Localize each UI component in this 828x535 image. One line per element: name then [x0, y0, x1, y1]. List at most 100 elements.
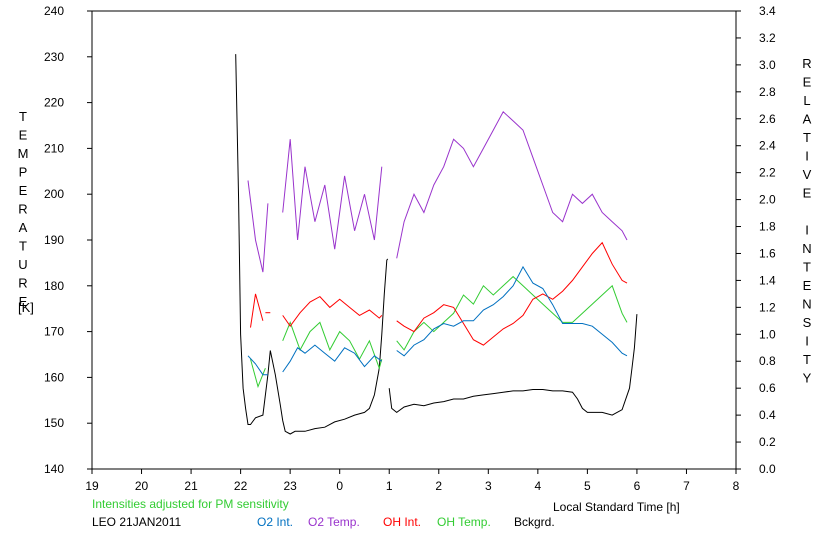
y-right-tick-label: 2.2 [759, 166, 776, 180]
legend-item-o2-temp: O2 Temp. [308, 515, 360, 529]
x-tick-label: 23 [283, 479, 297, 493]
series-line-bckgrd [235, 54, 389, 435]
x-tick-label: 7 [683, 479, 690, 493]
y-axis-left-letter: A [19, 220, 28, 235]
series-line-oh-temp [250, 358, 266, 389]
y-axis-left-letter: T [19, 109, 27, 124]
plot-area [235, 54, 638, 435]
y-right-tick-label: 2.6 [759, 112, 776, 126]
y-axis-left-unit: [K] [18, 300, 34, 315]
y-axis-right-letter: E [803, 278, 812, 293]
y-left-tick-label: 200 [44, 187, 64, 201]
y-axis-left-letter: E [19, 294, 28, 309]
y-right-tick-label: 0.4 [759, 408, 776, 422]
series-line-o2-int [282, 344, 383, 373]
y-axis-right-letter: V [803, 167, 812, 182]
x-tick-label: 8 [733, 479, 740, 493]
series-line-oh-int [282, 295, 383, 328]
x-tick-label: 22 [234, 479, 248, 493]
x-tick-label: 1 [386, 479, 393, 493]
y-axis-left-letter: R [18, 276, 27, 291]
legend-item-o2-int: O2 Int. [257, 515, 293, 529]
series-line-o2-temp [247, 180, 269, 273]
series-line-oh-temp [396, 275, 628, 351]
chart-caption: LEO 21JAN2011 [92, 515, 181, 529]
y-right-tick-label: 2.4 [759, 139, 776, 153]
y-left-tick-label: 230 [44, 50, 64, 64]
y-axis-left-letter: T [19, 239, 27, 254]
x-axis-label: Local Standard Time [h] [553, 500, 680, 514]
y-right-tick-label: 1.4 [759, 273, 776, 287]
y-axis-left-letter: R [18, 202, 27, 217]
x-tick-label: 0 [336, 479, 343, 493]
y-left-tick-label: 170 [44, 325, 64, 339]
y-left-tick-label: 240 [44, 4, 64, 18]
y-axis-right-letter: E [803, 186, 812, 201]
y-left-tick-label: 180 [44, 279, 64, 293]
y-axis-right-letter: I [805, 334, 809, 349]
y-right-tick-label: 0.6 [759, 381, 776, 395]
legend: O2 Int. O2 Temp. OH Int. OH Temp. Bckgrd. [257, 515, 555, 529]
x-tick-label: 3 [485, 479, 492, 493]
x-tick-label: 6 [634, 479, 641, 493]
series-line-oh-temp [282, 321, 383, 370]
y-axis-right: 0.0 0.2 0.4 0.6 0.8 1.0 1.2 1.4 1.6 1.8 2.0 2.2 2.4 2… [736, 4, 776, 476]
y-axis-right-letter: A [803, 112, 812, 127]
y-right-tick-label: 2.0 [759, 193, 776, 207]
y-right-tick-label: 1.8 [759, 220, 776, 234]
y-axis-right-letter: N [802, 241, 811, 256]
y-right-tick-label: 0.8 [759, 354, 776, 368]
y-right-tick-label: 1.2 [759, 300, 776, 314]
y-left-tick-label: 160 [44, 370, 64, 384]
series-line-oh-int [396, 241, 628, 346]
y-axis-right-letter: Y [803, 371, 812, 386]
x-tick-label: 5 [584, 479, 591, 493]
y-axis-right-letter: S [803, 315, 812, 330]
series-line-o2-int [247, 355, 268, 376]
y-left-tick-label: 140 [44, 462, 64, 476]
y-axis-left-letter: E [19, 183, 28, 198]
plot-frame [91, 10, 737, 470]
y-right-tick-label: 3.2 [759, 31, 776, 45]
y-left-tick-label: 220 [44, 96, 64, 110]
x-tick-label: 4 [535, 479, 542, 493]
series-line-o2-temp [282, 139, 383, 250]
legend-item-bckgrd: Bckgrd. [514, 515, 555, 529]
y-right-tick-label: 1.6 [759, 246, 776, 260]
y-right-tick-label: 0.0 [759, 462, 776, 476]
y-axis-left-letter: M [18, 146, 29, 161]
series-line-oh-int [250, 293, 264, 328]
y-right-tick-label: 3.0 [759, 58, 776, 72]
x-tick-label: 21 [184, 479, 198, 493]
y-left-tick-label: 210 [44, 141, 64, 155]
y-axis-left-letter: P [19, 165, 28, 180]
y-left-tick-label: 150 [44, 416, 64, 430]
chart-note: Intensities adjusted for PM sensitivity [92, 497, 289, 511]
series-line-bckgrd [388, 314, 638, 416]
y-axis-right-letter: I [805, 223, 809, 238]
y-axis-right-letter: N [802, 297, 811, 312]
y-axis-right-letter: E [803, 75, 812, 90]
series-line-o2-temp [396, 110, 628, 259]
x-axis: 19 20 21 22 23 0 1 2 3 4 5 6 7 8 [85, 469, 740, 493]
x-tick-label: 19 [85, 479, 99, 493]
series-line-o2-int [396, 265, 628, 357]
y-axis-right-letter: R [802, 56, 811, 71]
x-tick-label: 2 [435, 479, 442, 493]
legend-item-oh-int: OH Int. [383, 515, 421, 529]
y-right-tick-label: 3.4 [759, 4, 776, 18]
y-right-tick-label: 0.2 [759, 435, 776, 449]
y-axis-left: 140 150 160 170 180 190 200 210 220 230 240 [44, 4, 92, 476]
y-axis-right-letter: L [803, 93, 810, 108]
y-axis-right-letter: T [803, 260, 811, 275]
y-axis-right-letter: T [803, 352, 811, 367]
y-left-tick-label: 190 [44, 233, 64, 247]
y-axis-left-letter: U [18, 257, 27, 272]
x-tick-label: 20 [135, 479, 149, 493]
legend-item-oh-temp: OH Temp. [437, 515, 491, 529]
y-right-tick-label: 2.8 [759, 85, 776, 99]
y-axis-right-letter: I [805, 149, 809, 164]
